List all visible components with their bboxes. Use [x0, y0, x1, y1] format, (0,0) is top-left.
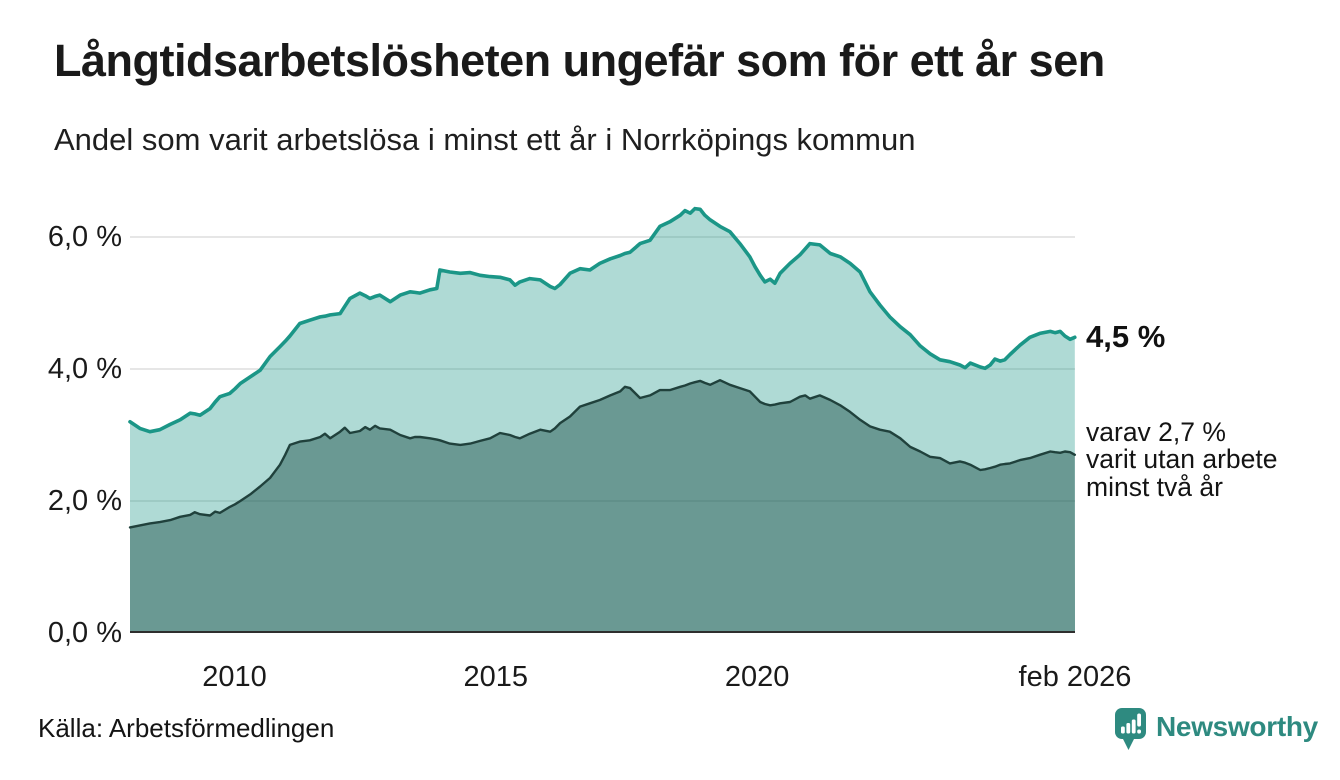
newsworthy-logo: Newsworthy: [1114, 706, 1318, 752]
y-tick-label: 4,0 %: [47, 353, 122, 385]
two-year-line: [128, 379, 1076, 529]
two-year-area-fill: [130, 380, 1075, 633]
annotation-line: varit utan arbete: [1086, 444, 1278, 475]
logo-bar-small: [1121, 726, 1125, 734]
chart-title: Långtidsarbetslösheten ungefär som för e…: [54, 35, 1105, 86]
logo-exclamation-dot: [1137, 729, 1141, 734]
annotation-line: minst två år: [1086, 471, 1223, 502]
chart-subtitle: Andel som varit arbetslösa i minst ett å…: [54, 122, 916, 157]
x-tick-label: 2020: [724, 661, 790, 693]
newsworthy-logo-icon: [1115, 708, 1146, 750]
sub-series-annotation: varav 2,7 % varit utan arbete minst två …: [1086, 417, 1278, 502]
x-tick-label: 2010: [202, 661, 267, 693]
end-value-label: 4,5 %: [1086, 319, 1166, 354]
total-line: [128, 206, 1077, 434]
logo-bar-medium: [1126, 723, 1131, 734]
y-tick-label: 6,0 %: [47, 221, 122, 253]
source-note: Källa: Arbetsförmedlingen: [38, 713, 335, 743]
annotation-line: varav 2,7 %: [1086, 417, 1226, 447]
x-tick-label: 2015: [463, 661, 529, 693]
total-area-fill: [130, 208, 1075, 633]
x-tick-label: feb 2026: [1018, 661, 1132, 693]
logo-bar-large: [1131, 719, 1136, 734]
logo-exclamation-bar: [1137, 713, 1141, 727]
y-tick-label: 0,0 %: [47, 617, 122, 649]
newsworthy-wordmark: Newsworthy: [1156, 711, 1318, 742]
gridlines: [130, 236, 1075, 502]
y-tick-label: 2,0 %: [47, 485, 122, 517]
